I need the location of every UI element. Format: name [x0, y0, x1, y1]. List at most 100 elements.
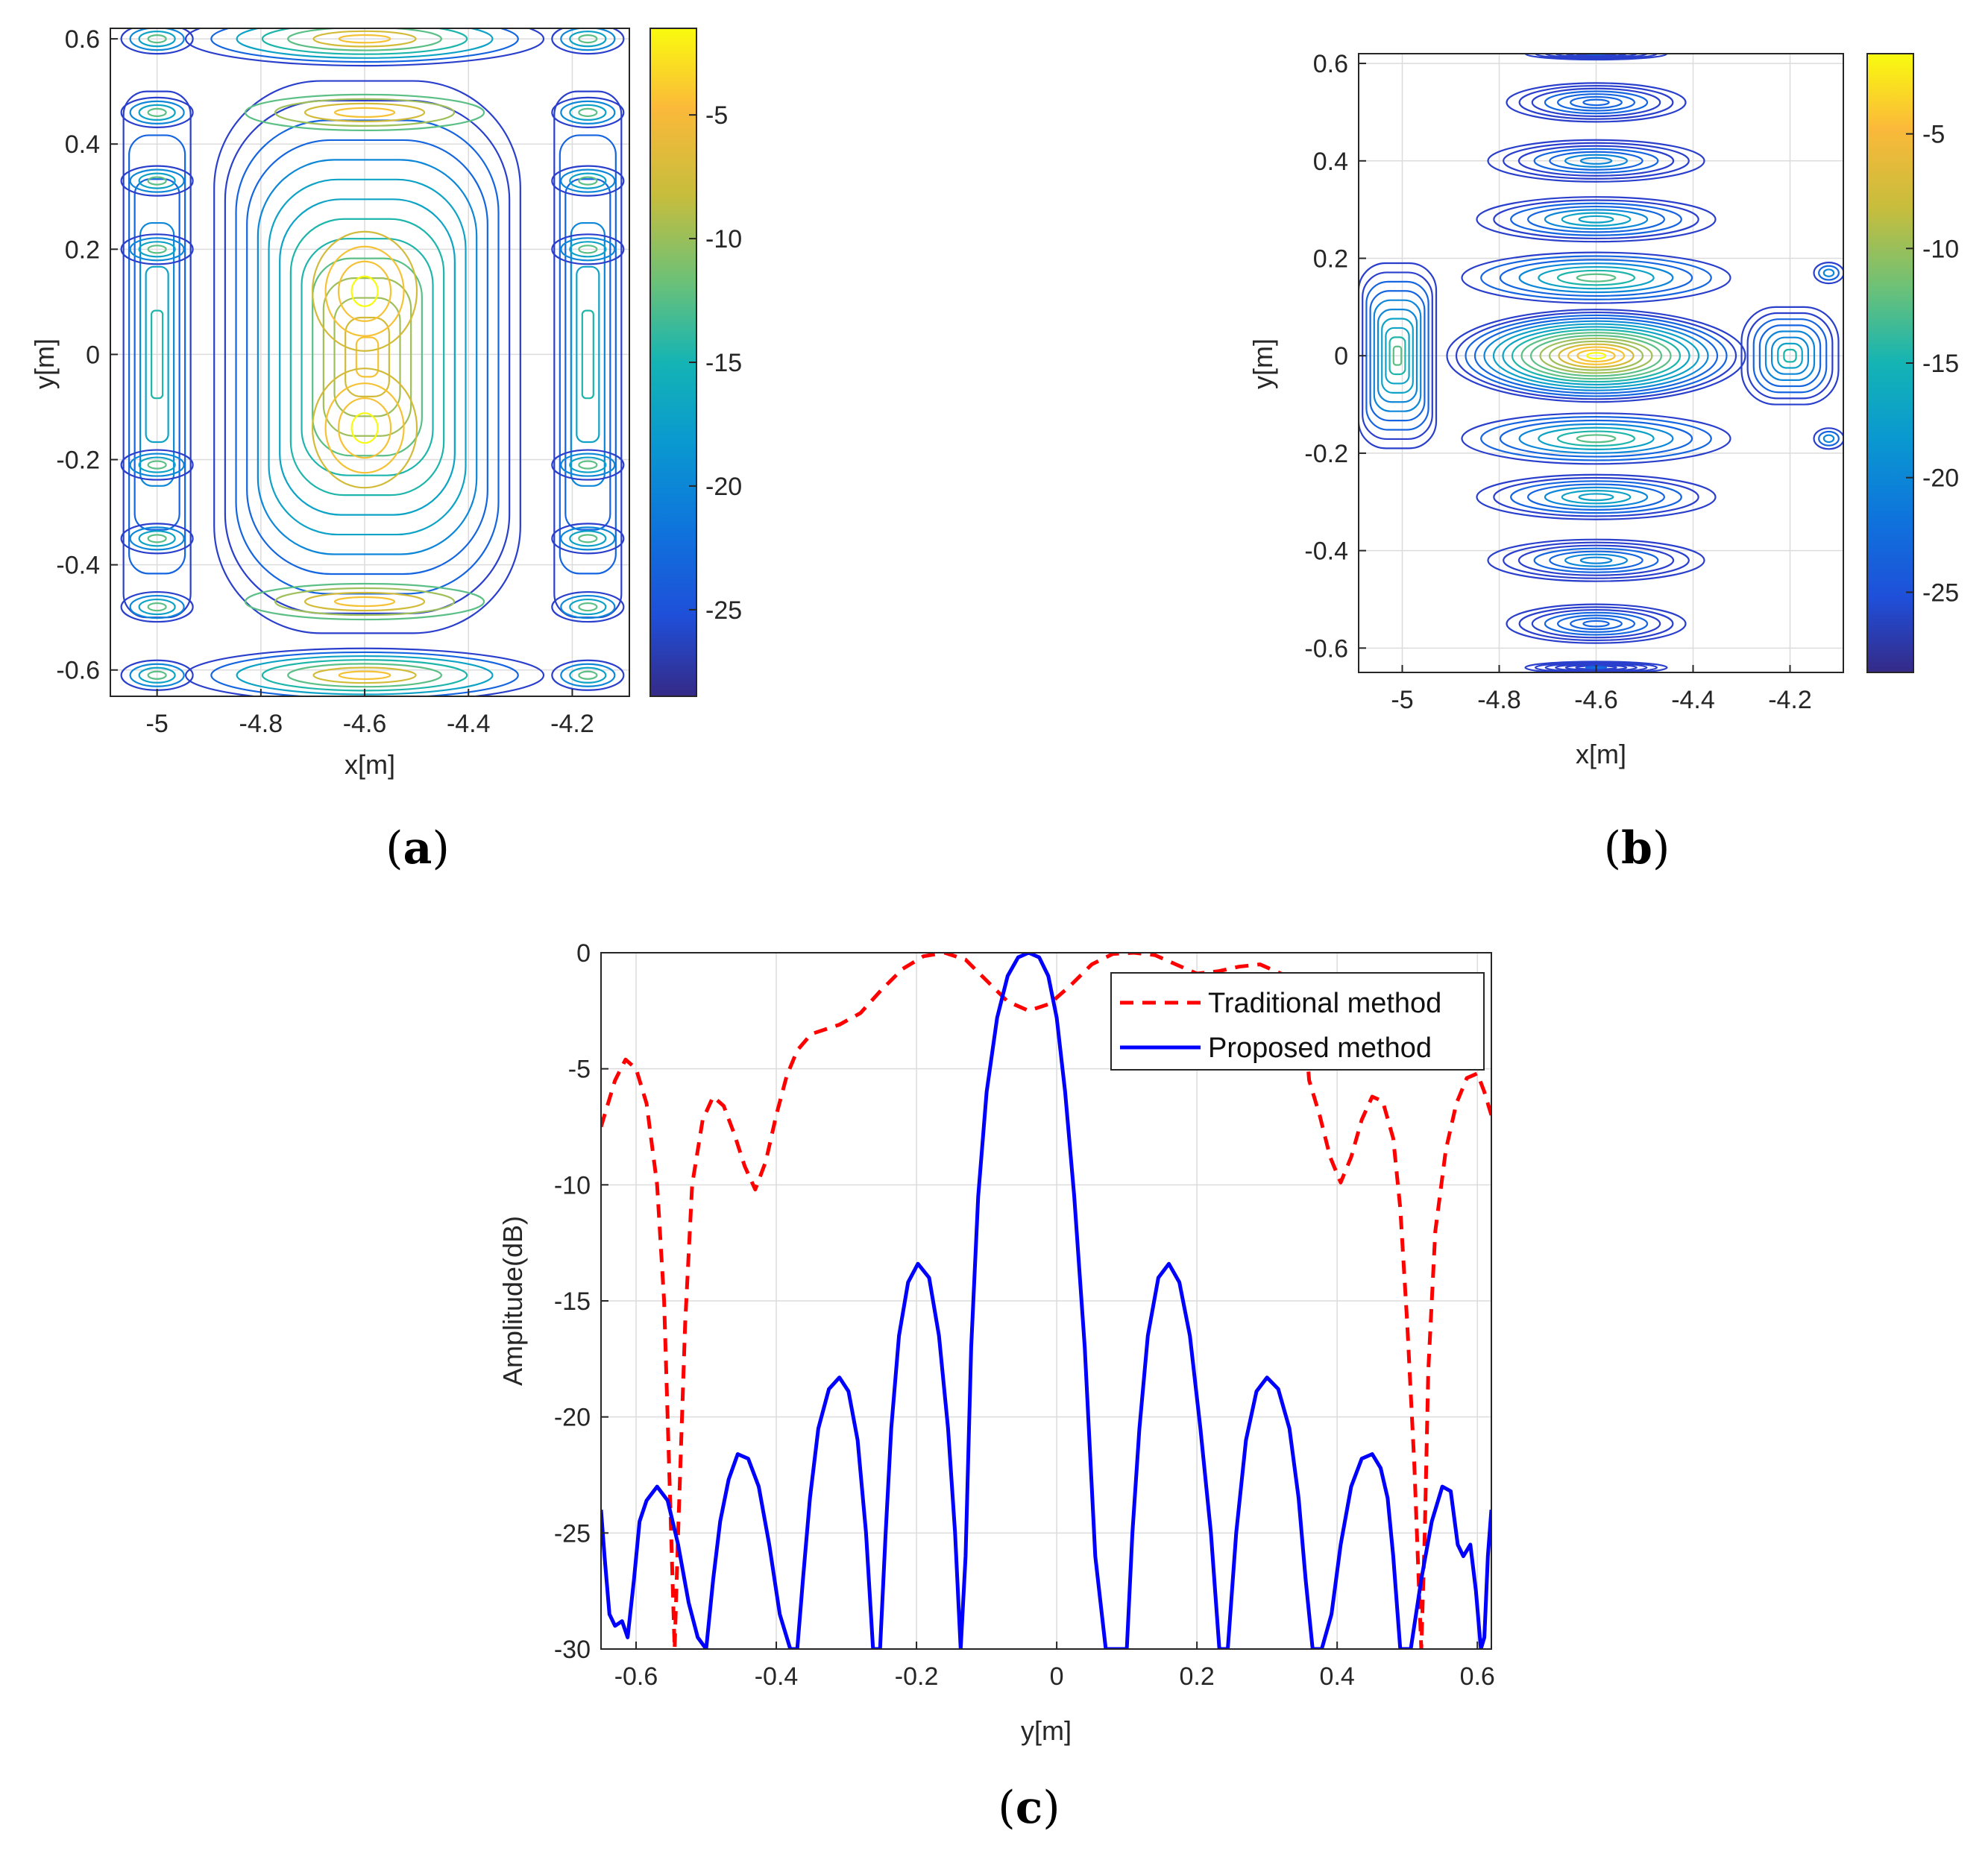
panel-b-contour-line	[1539, 337, 1653, 374]
panel-a-contour-line	[322, 277, 412, 437]
panel-b-ytick-label: 0.2	[1313, 245, 1348, 273]
panel-a-contour-line	[312, 666, 417, 684]
panel-a-contour-line	[551, 590, 625, 623]
panel-b-ticks: -5 -4.8 -4.6 -4.4 -4.2 -0.6 -0.4 -0.2 0 0.2 0.4 0.6	[1304, 50, 1811, 714]
panel-a-contour-line	[287, 28, 442, 51]
panel-a-xtick-label: -4.2	[550, 710, 594, 738]
panel-c-ytick-label: -10	[554, 1171, 591, 1199]
panel-a-xtick-label: -4.8	[239, 710, 283, 738]
panel-a-contour-line	[147, 534, 167, 543]
panel-a-contour-line	[274, 98, 456, 127]
panel-a-contour-line	[578, 602, 598, 612]
panel-b-contour-line	[1388, 336, 1406, 376]
panel-a-contour-line	[578, 107, 598, 117]
panel-a-contour-line	[147, 245, 167, 254]
panel-a-cbar-tick-label: -10	[705, 225, 742, 253]
panel-b-cbar-tick-label: -10	[1922, 235, 1959, 263]
legend-box	[1110, 972, 1485, 1071]
panel-b-contour-line	[1529, 334, 1663, 377]
panel-a-contour-line	[138, 31, 176, 48]
panel-a-contour-line	[301, 238, 434, 476]
panel-a-contour-line	[261, 28, 468, 55]
panel-b-ytick-label: -0.2	[1304, 440, 1348, 468]
panel-a-contour-line	[338, 34, 391, 44]
panel-b-contour-line	[1549, 151, 1643, 171]
panel-a-contour-line	[338, 670, 391, 681]
panel-b-contour-line	[1556, 430, 1636, 447]
panel-c-line-chart: -0.6 -0.4 -0.2 0 0.2 0.4 0.6 0 -5 -10 -15 -20 -25 -30…	[497, 939, 1495, 1746]
panel-a-contour-line	[337, 397, 392, 459]
panel-a-contour-line	[147, 602, 167, 612]
panel-a-cbar-tick-label: -15	[705, 349, 742, 377]
caption-a: (a)	[386, 822, 450, 874]
caption-b-close: )	[1652, 822, 1670, 874]
panel-a-ticks: -5 -4.8 -4.6 -4.4 -4.2 -0.6 -0.4 -0.2 0 0.2 0.4 0.6	[56, 25, 594, 738]
panel-a-ytick-label: -0.6	[56, 657, 100, 685]
panel-b-contour-line	[1480, 416, 1712, 461]
panel-b-contour-line	[1385, 327, 1410, 385]
panel-b-contour-line	[1578, 215, 1614, 224]
panel-b-cbar-tick-label: -5	[1922, 121, 1945, 149]
panel-b-contour-line	[1526, 205, 1666, 233]
panel-a-contour-line	[244, 582, 485, 621]
panel-a-contour-line	[129, 237, 185, 262]
panel-a-contour-line	[551, 165, 625, 197]
panel-a-contour-line	[129, 168, 185, 193]
panel-b-contour-line	[1822, 434, 1835, 444]
panel-a-contour-line	[569, 598, 607, 616]
panel-b-contour-line	[1576, 434, 1617, 444]
panel-a-contour-line	[224, 99, 511, 614]
panel-a-contour-line	[185, 28, 545, 67]
panel-a-contour-line	[147, 460, 167, 470]
panel-b-contour-line	[1570, 95, 1623, 109]
panel-a-contour-line	[244, 93, 485, 131]
panel-c-ytick-label: -20	[554, 1404, 591, 1432]
panel-a-contour-line	[145, 265, 169, 444]
panel-b-contour-line	[1373, 299, 1422, 412]
panel-b-contour-line	[1544, 611, 1649, 636]
panel-a-contour-line	[350, 412, 379, 444]
panel-b-contour-line	[1480, 255, 1712, 300]
panel-b-contour-line	[1579, 157, 1613, 165]
panel-a-contour-line	[120, 523, 194, 555]
legend-label-proposed: Proposed method	[1208, 1033, 1432, 1064]
panel-b-contour-line	[1365, 280, 1429, 431]
caption-c: (c)	[998, 1782, 1060, 1834]
panel-b-contour-line	[1510, 480, 1682, 514]
panel-b-contour-line	[1783, 348, 1797, 363]
panel-b-contour-line	[1567, 346, 1626, 365]
panel-b-contour-line	[1534, 661, 1658, 672]
panel-b-contour-line	[1561, 212, 1632, 227]
panel-b-contour-line	[1579, 556, 1613, 564]
panel-a-contour-line	[560, 453, 616, 477]
panel-b-xtick-label: -4.4	[1671, 686, 1715, 714]
panel-a-contour-line	[551, 28, 625, 55]
panel-a-contour-line	[128, 134, 186, 575]
panel-a-contour-line	[578, 34, 598, 44]
panel-a-contour-line	[257, 159, 478, 555]
panel-a-contour-line	[268, 178, 467, 536]
caption-c-close: )	[1042, 1782, 1060, 1834]
caption-a-close: )	[432, 822, 449, 874]
panel-a-contour-line	[569, 31, 607, 48]
panel-a-contour-line	[564, 178, 611, 531]
panel-b-contour-line	[1517, 544, 1675, 576]
panel-a-contour-line	[235, 119, 500, 595]
panel-b-ylabel: y[m]	[1248, 338, 1278, 389]
panel-a-contour-line	[311, 230, 418, 352]
panel-a-contour-line	[138, 456, 176, 473]
panel-a-contour-line	[129, 453, 185, 477]
panel-a-contour-line	[210, 651, 519, 696]
panel-a-contour-plot: -5 -4.8 -4.6 -4.4 -4.2 -0.6 -0.4 -0.2 0 0.2 0.4 0.6…	[29, 25, 742, 780]
panel-c-legend: Traditional method Proposed method	[1110, 972, 1485, 1071]
panel-a-contour-line	[345, 316, 390, 397]
panel-a-contour-line	[576, 265, 600, 444]
panel-b-contour-line	[1564, 553, 1629, 567]
caption-b-open: (	[1604, 822, 1621, 874]
panel-b-contour-line	[1777, 342, 1803, 369]
panel-a-contour-line	[147, 107, 167, 117]
panel-a-contour-line	[138, 104, 176, 121]
panel-b-contour-line	[1531, 87, 1661, 118]
panel-b-contour-line	[1518, 606, 1674, 642]
panel-b-contour-line	[1377, 309, 1418, 403]
